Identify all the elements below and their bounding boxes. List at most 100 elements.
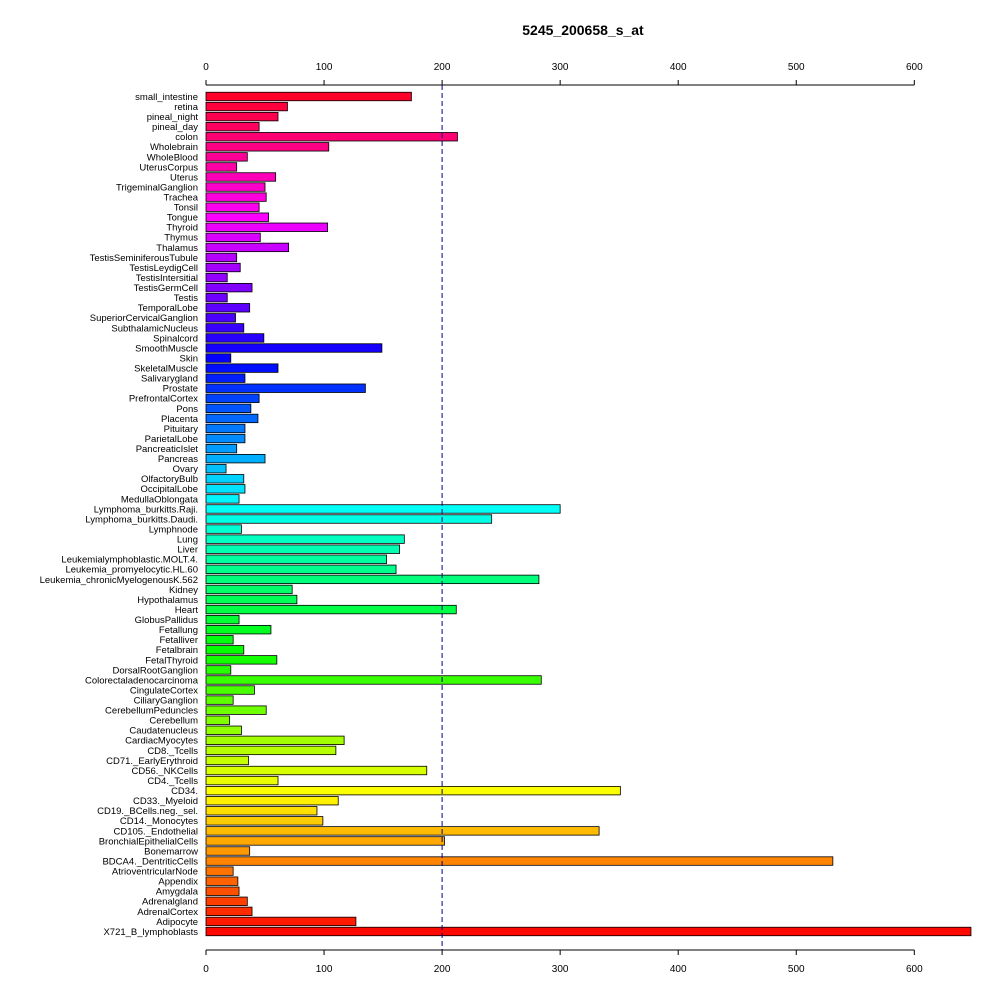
category-label: CD105._Endothelial bbox=[113, 826, 198, 837]
category-label: ParietalLobe bbox=[145, 434, 198, 445]
bar bbox=[205, 725, 242, 735]
bar bbox=[205, 152, 248, 162]
category-label: retina bbox=[174, 102, 198, 113]
bar bbox=[205, 222, 328, 232]
bar bbox=[205, 484, 246, 494]
bar bbox=[205, 584, 293, 595]
bar bbox=[205, 142, 330, 152]
bar bbox=[205, 272, 228, 283]
bar bbox=[205, 695, 234, 705]
bar bbox=[205, 876, 239, 886]
tick-label: 600 bbox=[906, 964, 923, 975]
bottom-axis: 0 100 200 300 400 500 600 bbox=[203, 949, 923, 975]
bar bbox=[205, 443, 238, 454]
category-label: Lymphoma_burkitts.Daudi. bbox=[85, 514, 198, 525]
category-label: Testis bbox=[174, 293, 199, 304]
tick-label: 100 bbox=[316, 62, 333, 73]
category-label: pineal_day bbox=[152, 122, 198, 133]
category-label: CD14._Monocytes bbox=[120, 816, 198, 827]
category-label: Heart bbox=[175, 605, 199, 616]
category-label: MedullaOblongata bbox=[121, 494, 199, 505]
category-label: Trachea bbox=[164, 193, 199, 204]
category-label: Bonemarrow bbox=[144, 846, 198, 857]
category-label: SubthalamicNucleus bbox=[111, 323, 198, 334]
category-label: Amygdala bbox=[156, 887, 199, 898]
category-label: Hypothalamus bbox=[137, 595, 198, 606]
bar bbox=[205, 252, 238, 263]
bar bbox=[205, 866, 234, 876]
category-label: CardiacMyocytes bbox=[125, 736, 198, 747]
bar bbox=[205, 423, 246, 434]
bar bbox=[205, 474, 245, 484]
category-label: CiliaryGanglion bbox=[134, 696, 198, 707]
bar bbox=[205, 91, 412, 102]
category-label: Salivarygland bbox=[141, 374, 198, 385]
category-label: PancreaticIslet bbox=[136, 444, 199, 455]
bar bbox=[205, 564, 397, 574]
category-label: GlobusPallidus bbox=[135, 615, 199, 626]
bar bbox=[205, 926, 972, 937]
category-label: Thyroid bbox=[166, 223, 198, 234]
bar bbox=[205, 796, 339, 806]
category-label: CD4._Tcells bbox=[147, 776, 198, 787]
category-labels: small_intestineretinapineal_nightpineal_… bbox=[40, 92, 199, 938]
bar bbox=[205, 765, 428, 776]
bar bbox=[205, 111, 279, 122]
bar bbox=[205, 665, 232, 675]
category-label: Pituitary bbox=[164, 424, 199, 435]
category-label: Leukemia_promyelocytic.HL.60 bbox=[65, 565, 198, 576]
category-label: SkeletalMuscle bbox=[134, 364, 198, 375]
bar bbox=[205, 363, 279, 373]
bar bbox=[205, 293, 228, 303]
bar bbox=[205, 403, 252, 414]
category-label: OlfactoryBulb bbox=[141, 474, 198, 485]
bar bbox=[205, 534, 405, 544]
tick-label: 400 bbox=[670, 964, 687, 975]
category-label: Kidney bbox=[169, 585, 198, 596]
category-label: CD19._BCells.neg._sel. bbox=[97, 806, 198, 817]
category-label: Pancreas bbox=[158, 454, 198, 465]
bar bbox=[205, 826, 600, 836]
bar bbox=[205, 172, 277, 182]
category-label: Ovary bbox=[173, 464, 199, 475]
category-label: Fetalliver bbox=[159, 635, 198, 646]
bar bbox=[205, 282, 253, 293]
chart-title: 5245_200658_s_at bbox=[522, 22, 644, 38]
category-label: SmoothMuscle bbox=[135, 343, 198, 354]
category-label: TestisIntersitial bbox=[136, 273, 198, 284]
tick-label: 600 bbox=[906, 62, 923, 73]
category-label: TemporalLobe bbox=[138, 303, 198, 314]
bar bbox=[205, 916, 357, 927]
bar bbox=[205, 242, 290, 253]
category-label: BDCA4._DentriticCells bbox=[102, 856, 198, 867]
category-label: OccipitalLobe bbox=[140, 484, 198, 495]
category-label: DorsalRootGanglion bbox=[112, 665, 198, 676]
category-label: Uterus bbox=[170, 172, 198, 183]
bar bbox=[205, 373, 246, 383]
category-label: Thymus bbox=[164, 233, 198, 244]
bar bbox=[205, 574, 540, 585]
tick-label: 0 bbox=[203, 62, 209, 73]
bar bbox=[205, 122, 260, 132]
bar bbox=[205, 745, 337, 756]
bar bbox=[205, 313, 236, 323]
category-label: Lymphoma_burkitts.Raji. bbox=[94, 504, 198, 515]
category-label: CD33._Myeloid bbox=[133, 796, 198, 807]
bar bbox=[205, 323, 245, 333]
bar bbox=[205, 524, 242, 534]
bar bbox=[205, 846, 251, 856]
category-label: Fetallung bbox=[159, 625, 198, 636]
bar bbox=[205, 162, 238, 172]
bar bbox=[205, 433, 246, 444]
bar bbox=[205, 655, 278, 665]
tick-label: 0 bbox=[203, 964, 209, 975]
bar bbox=[205, 494, 240, 504]
tick-label: 200 bbox=[434, 964, 451, 975]
bar bbox=[205, 544, 401, 554]
category-label: Pons bbox=[176, 404, 198, 415]
bar bbox=[205, 705, 267, 715]
category-label: small_intestine bbox=[135, 92, 198, 103]
tick-label: 200 bbox=[434, 62, 451, 73]
bar bbox=[205, 785, 621, 796]
